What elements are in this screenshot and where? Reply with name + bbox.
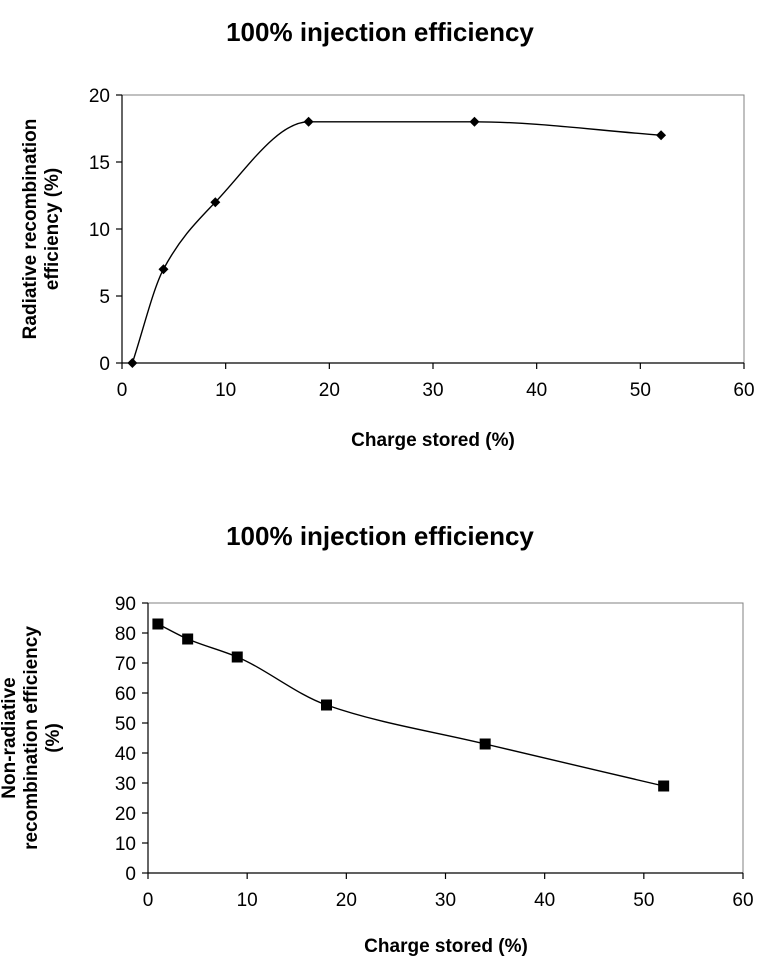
y-axis-title-line: Non-radiative — [0, 677, 20, 798]
x-axis-title: Charge stored (%) — [364, 936, 528, 957]
plot-area — [147, 602, 744, 874]
x-tick-label: 0 — [117, 380, 128, 401]
axes — [116, 94, 745, 369]
y-tick-label: 40 — [115, 744, 136, 765]
y-tick-label: 30 — [115, 774, 136, 795]
y-axis-title-line: (%) — [43, 723, 64, 753]
y-axis-title-line: Radiative recombination — [20, 119, 41, 340]
y-tick-label: 80 — [115, 624, 136, 645]
x-tick-labels: 0 10 20 30 40 50 60 — [117, 380, 755, 401]
data-point-marker — [321, 699, 332, 711]
y-tick-label: 70 — [115, 654, 136, 675]
chart-non-radiative-recombination: 100% injection efficiency 0 10 20 30 40 50 60 … — [0, 521, 754, 957]
y-tick-label: 60 — [115, 684, 136, 705]
y-tick-label: 15 — [89, 153, 110, 174]
y-tick-label: 20 — [89, 86, 110, 107]
data-point-marker — [127, 358, 138, 368]
series — [152, 618, 670, 792]
x-tick-label: 50 — [633, 890, 654, 911]
data-point-marker — [479, 738, 491, 750]
y-axis-title-line: recombination efficiency — [21, 626, 42, 850]
chart-title: 100% injection efficiency — [226, 17, 534, 47]
y-tick-labels: 0 10 20 30 40 50 60 70 80 90 — [115, 594, 136, 885]
x-tick-label: 30 — [422, 380, 443, 401]
x-tick-label: 50 — [630, 380, 651, 401]
x-tick-label: 20 — [336, 890, 357, 911]
y-tick-label: 5 — [99, 287, 110, 308]
data-point-marker — [158, 264, 169, 275]
x-tick-labels: 0 10 20 30 40 50 60 — [143, 890, 754, 911]
y-tick-label: 90 — [115, 594, 136, 615]
y-tick-label: 0 — [125, 864, 136, 885]
y-tick-label: 20 — [115, 804, 136, 825]
x-tick-label: 10 — [215, 380, 236, 401]
x-tick-label: 40 — [526, 380, 547, 401]
data-point-marker — [152, 618, 164, 630]
y-tick-label: 10 — [115, 834, 136, 855]
y-tick-label: 0 — [99, 354, 110, 375]
series — [127, 116, 667, 368]
y-axis-title: Non-radiative recombination efficiency (%) — [0, 626, 64, 850]
x-tick-label: 60 — [732, 890, 753, 911]
data-point-marker — [656, 130, 667, 141]
y-tick-labels: 0 5 10 15 20 — [89, 86, 110, 375]
chart-title: 100% injection efficiency — [226, 521, 534, 551]
y-axis-title-line: efficiency (%) — [42, 168, 63, 290]
x-tick-label: 30 — [435, 890, 456, 911]
y-tick-label: 50 — [115, 714, 136, 735]
data-point-marker — [469, 116, 480, 127]
x-tick-label: 60 — [733, 380, 754, 401]
plot-area — [121, 94, 745, 364]
data-point-marker — [210, 197, 221, 208]
x-tick-label: 20 — [319, 380, 340, 401]
data-point-marker — [658, 780, 670, 792]
data-point-marker — [231, 651, 243, 663]
y-axis-title: Radiative recombination efficiency (%) — [20, 119, 63, 340]
data-point-marker — [303, 116, 314, 127]
x-tick-label: 10 — [237, 890, 258, 911]
x-tick-label: 40 — [534, 890, 555, 911]
y-tick-label: 10 — [89, 220, 110, 241]
x-axis-title: Charge stored (%) — [351, 430, 515, 451]
axes — [142, 602, 744, 879]
x-tick-label: 0 — [143, 890, 154, 911]
chart-radiative-recombination: 100% injection efficiency 0 10 20 30 40 50 60 … — [20, 17, 755, 451]
data-point-marker — [182, 633, 194, 645]
